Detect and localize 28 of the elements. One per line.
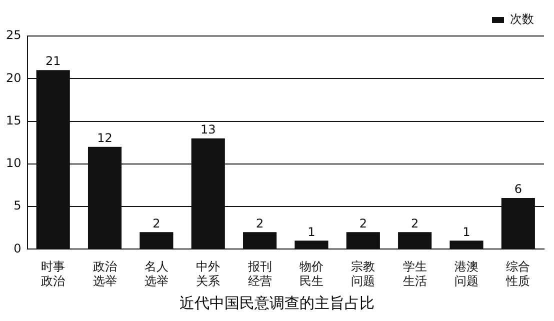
y-tick-label: 5	[14, 198, 22, 213]
x-tick-label: 中外关系	[196, 260, 220, 288]
data-label: 21	[45, 54, 61, 68]
data-label: 2	[256, 216, 264, 230]
data-label: 1	[308, 224, 316, 239]
y-tick-label: 20	[6, 70, 22, 85]
x-tick-label: 综合性质	[505, 260, 530, 288]
y-tick-label: 15	[6, 113, 22, 128]
x-tick-label: 物价民生	[299, 260, 324, 288]
x-tick-label: 报刊经营	[246, 260, 272, 288]
y-tick-label: 10	[6, 156, 22, 170]
x-tick-label: 学生生活	[402, 260, 427, 288]
data-label: 2	[152, 216, 160, 230]
data-label: 6	[514, 182, 522, 196]
text: 近代中国民意调查的主旨占比	[178, 294, 376, 313]
y-tick-label: 0	[14, 241, 22, 256]
data-label: 12	[97, 130, 112, 145]
x-tick-label: 港澳问题	[454, 260, 478, 288]
x-tick-label: 宗教问题	[351, 260, 376, 288]
data-label: 1	[462, 224, 470, 239]
x-tick-label: 时事政治	[41, 260, 66, 288]
x-tick-label: 名人选举	[144, 260, 168, 288]
data-label: 2	[410, 216, 419, 230]
data-label: 2	[359, 216, 367, 230]
legend-label: 次数	[510, 12, 534, 26]
x-tick-label: 政治选举	[92, 260, 117, 288]
data-label: 13	[200, 122, 216, 136]
y-tick-label: 25	[6, 28, 22, 42]
